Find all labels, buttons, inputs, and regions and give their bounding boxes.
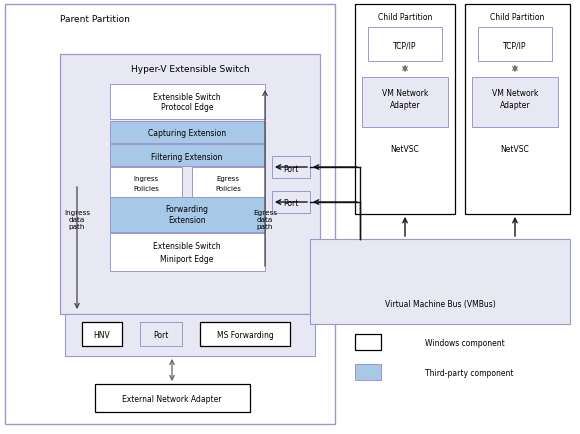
Text: Port: Port xyxy=(283,199,299,208)
Text: Adapter: Adapter xyxy=(390,100,420,109)
Bar xyxy=(355,5,455,214)
Text: Child Partition: Child Partition xyxy=(490,13,544,23)
Text: Policies: Policies xyxy=(133,186,159,191)
Bar xyxy=(60,55,320,314)
Bar xyxy=(472,78,558,128)
Text: Port: Port xyxy=(283,164,299,173)
Text: Miniport Edge: Miniport Edge xyxy=(160,254,213,263)
Text: VM Network: VM Network xyxy=(382,88,428,97)
Text: Ingress: Ingress xyxy=(133,176,158,181)
Bar xyxy=(110,233,265,271)
Bar xyxy=(310,240,570,324)
Text: Hyper-V Extensible Switch: Hyper-V Extensible Switch xyxy=(130,66,249,74)
Text: Extensible Switch: Extensible Switch xyxy=(153,92,221,101)
Text: Forwarding: Forwarding xyxy=(165,205,208,214)
Bar xyxy=(200,322,290,346)
Text: HNV: HNV xyxy=(93,331,110,340)
Bar xyxy=(110,197,265,233)
Bar xyxy=(272,157,310,178)
Bar xyxy=(272,191,310,214)
Text: TCP/IP: TCP/IP xyxy=(393,41,417,50)
Text: Filtering Extension: Filtering Extension xyxy=(151,152,223,161)
Text: Child Partition: Child Partition xyxy=(378,13,432,23)
Text: Port: Port xyxy=(153,331,169,340)
Text: TCP/IP: TCP/IP xyxy=(503,41,527,50)
Text: Extensible Switch: Extensible Switch xyxy=(153,242,221,251)
Bar xyxy=(362,78,448,128)
Bar xyxy=(110,145,265,167)
Bar xyxy=(82,322,122,346)
Bar xyxy=(368,28,442,62)
Text: Extension: Extension xyxy=(168,216,206,225)
Bar xyxy=(65,314,315,356)
Bar xyxy=(110,168,182,197)
Text: Parent Partition: Parent Partition xyxy=(60,16,130,24)
Bar xyxy=(192,168,265,197)
Text: Capturing Extension: Capturing Extension xyxy=(148,129,226,138)
Bar xyxy=(355,334,381,350)
Text: Policies: Policies xyxy=(215,186,241,191)
Text: External Network Adapter: External Network Adapter xyxy=(122,395,222,404)
Bar xyxy=(5,5,335,424)
Text: Egress: Egress xyxy=(216,176,240,181)
Text: MS Forwarding: MS Forwarding xyxy=(216,331,273,340)
Bar xyxy=(110,122,265,144)
Text: NetVSC: NetVSC xyxy=(390,145,419,154)
Text: Third-party component: Third-party component xyxy=(425,368,513,378)
Bar xyxy=(355,364,381,380)
Bar xyxy=(95,384,250,412)
Text: VM Network: VM Network xyxy=(492,88,538,97)
Bar xyxy=(140,322,182,346)
Bar xyxy=(465,5,570,214)
Text: Adapter: Adapter xyxy=(500,100,530,109)
Bar xyxy=(478,28,552,62)
Bar xyxy=(110,85,265,120)
Text: Ingress
data
path: Ingress data path xyxy=(64,210,90,230)
Text: Protocol Edge: Protocol Edge xyxy=(161,103,213,112)
Text: Egress
data
path: Egress data path xyxy=(253,210,277,230)
Text: Virtual Machine Bus (VMBus): Virtual Machine Bus (VMBus) xyxy=(385,300,495,309)
Text: Windows component: Windows component xyxy=(425,339,505,348)
Text: NetVSC: NetVSC xyxy=(501,145,530,154)
